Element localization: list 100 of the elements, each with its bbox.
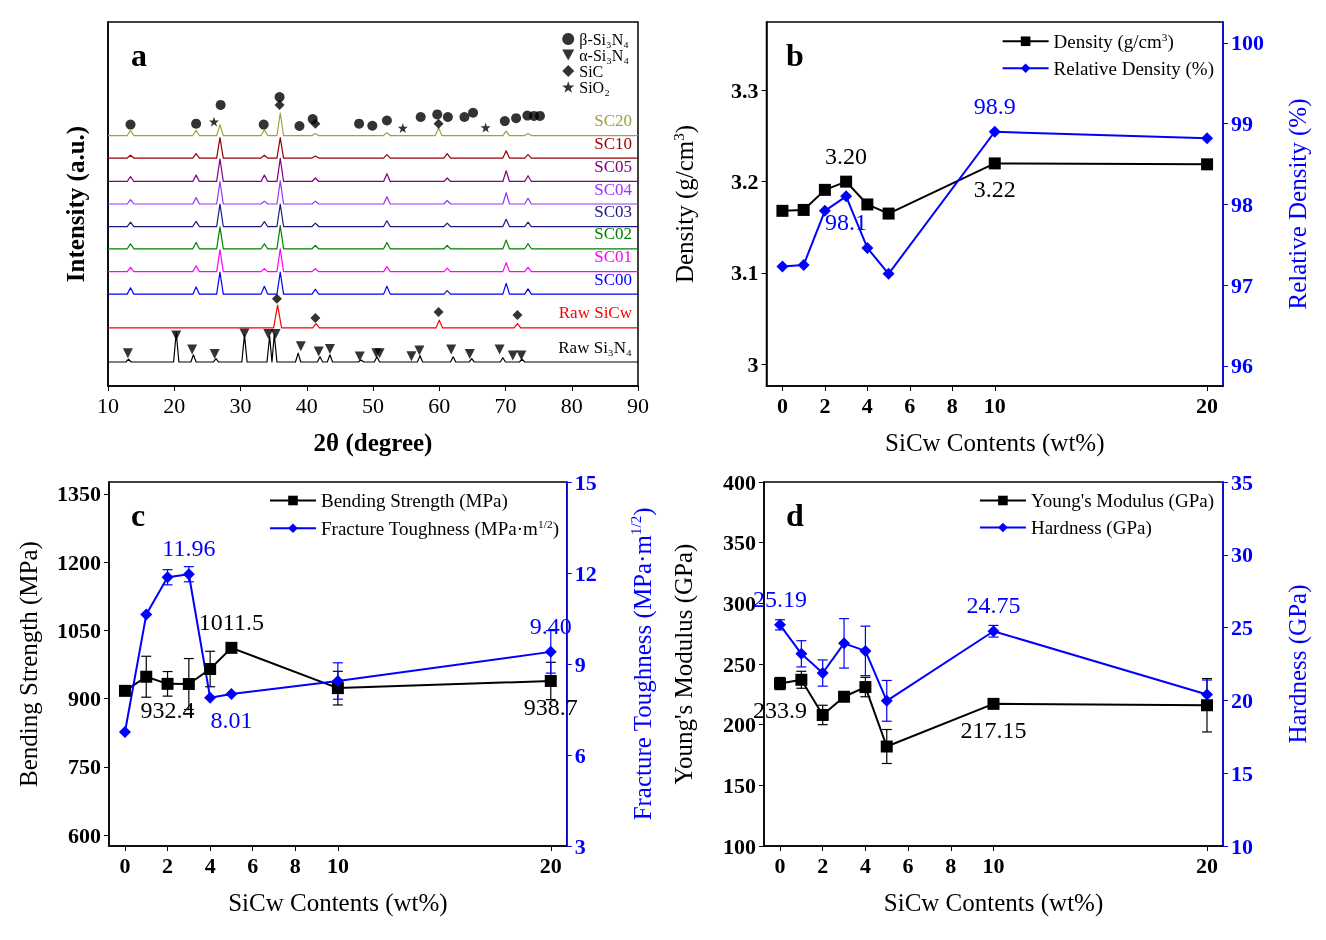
point [840, 190, 853, 203]
point [204, 663, 217, 676]
point [859, 644, 872, 657]
x-tick-label: 20 [1195, 852, 1218, 878]
point [161, 677, 174, 690]
point [271, 293, 282, 304]
point [225, 688, 238, 701]
point [816, 667, 829, 680]
point [209, 348, 220, 359]
x-axis-title: SiCw Contents (wt%) [883, 889, 1104, 917]
point [795, 647, 808, 660]
y-axis-title: Intensity (a.u.) [62, 125, 90, 283]
point [1201, 132, 1214, 145]
series-label: SC10 [594, 133, 632, 153]
y-tick-label: 150 [723, 772, 756, 798]
point [331, 674, 344, 687]
x-axis-title: 2θ (degree) [313, 429, 433, 457]
point [239, 328, 250, 339]
point [988, 157, 1001, 170]
point [381, 115, 392, 126]
point [354, 351, 365, 362]
point [507, 350, 518, 361]
x-tick-label: 10 [983, 392, 1006, 418]
point [838, 690, 851, 703]
point [324, 344, 335, 355]
point [258, 119, 269, 130]
x-tick-label: 2 [819, 392, 831, 418]
point [415, 112, 426, 123]
y2-tick-label: 25 [1231, 615, 1253, 641]
x-tick-label: 8 [946, 392, 958, 418]
point [459, 112, 470, 123]
x-tick-label: 90 [627, 392, 649, 418]
point [187, 344, 198, 355]
y-tick-label: 3.1 [731, 260, 759, 286]
x-tick-label: 80 [560, 392, 583, 418]
x-tick-label: 10 [326, 852, 349, 878]
data-label: 8.01 [210, 707, 253, 734]
x-tick-label: 0 [774, 852, 786, 878]
x-tick-label: 20 [539, 852, 562, 878]
data-label: 932.4 [140, 696, 195, 723]
point [511, 113, 522, 124]
y-tick-label: 350 [723, 530, 756, 556]
x-tick-label: 4 [859, 852, 871, 878]
legend-label: Young's Modulus (GPa) [1030, 490, 1215, 512]
point [880, 740, 893, 753]
data-label: 3.22 [973, 176, 1016, 203]
y-axis-title: Density (g/cm3) [670, 124, 700, 284]
x-tick-label: 50 [362, 392, 384, 418]
point [776, 204, 789, 217]
point [838, 637, 851, 650]
y2-axis-title: Fracture Toughness (MPa·m1/2) [628, 507, 657, 821]
data-label: 98.9 [973, 92, 1016, 119]
y2-tick-label: 9 [574, 651, 586, 677]
point [367, 120, 378, 131]
point [776, 260, 789, 273]
series-label: SC00 [594, 269, 632, 289]
point [880, 694, 893, 707]
point [988, 125, 1001, 138]
x-tick-label: 8 [289, 852, 301, 878]
y2-axis-title: Relative Density (%) [1284, 98, 1312, 310]
point [274, 99, 285, 110]
point [1200, 688, 1213, 701]
data-label: 11.96 [162, 535, 216, 562]
point [494, 344, 505, 355]
point [861, 198, 874, 211]
series-label: SC02 [594, 224, 632, 244]
y2-axis-title: Hardness (GPa) [1284, 584, 1312, 744]
y-tick-label: 3.3 [731, 77, 759, 103]
y-tick-label: 3 [747, 351, 759, 377]
legend-label: Bending Strength (MPa) [320, 490, 508, 512]
y-tick-label: 1050 [57, 617, 101, 643]
x-axis-title: SiCw Contents (wt%) [228, 889, 448, 917]
point [397, 123, 408, 134]
x-tick-label: 10 [97, 392, 119, 418]
text: d [786, 497, 804, 533]
point [544, 645, 557, 658]
series-label: Raw Si₃N₄ [558, 337, 633, 357]
x-axis-title: SiCw Contents (wt%) [885, 429, 1105, 457]
point [414, 345, 425, 356]
point [118, 684, 131, 697]
point [313, 346, 324, 357]
point [882, 267, 895, 280]
series-label: SC01 [594, 247, 632, 267]
x-tick-label: 6 [902, 852, 914, 878]
point [818, 204, 831, 217]
data-label: 24.75 [966, 592, 1021, 619]
y2-tick-label: 10 [1231, 833, 1253, 859]
legend-label: β-Si₃N₄ [579, 30, 630, 49]
y2-tick-label: 99 [1231, 111, 1253, 137]
y-tick-label: 750 [68, 754, 101, 780]
point [295, 341, 306, 352]
point [446, 344, 457, 355]
point [859, 681, 872, 694]
y-axis-title: Young's Modulus (GPa) [670, 543, 698, 785]
chart-title: a [131, 37, 147, 73]
legend-label: Hardness (GPa) [1030, 517, 1152, 539]
data-label: 3.20 [825, 142, 868, 169]
point [516, 350, 527, 361]
point [263, 329, 274, 339]
x-tick-label: 20 [163, 392, 186, 418]
